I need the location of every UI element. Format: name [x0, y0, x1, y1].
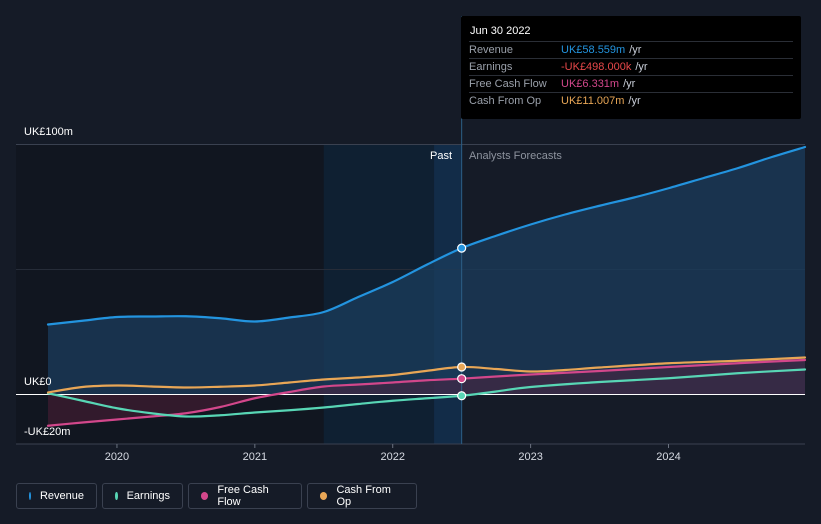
tooltip-value: UK£6.331m/yr [561, 78, 635, 90]
series-line-cash-from-op [46, 356, 807, 394]
legend-label: Cash From Op [336, 484, 391, 508]
tooltip-unit: /yr [635, 61, 648, 73]
series-line-earnings [46, 368, 807, 418]
x-tick-label: 2021 [242, 451, 268, 463]
x-tick-label: 2023 [518, 451, 543, 463]
series-line-free-cash-flow [46, 358, 807, 427]
legend-dot-icon [29, 492, 31, 500]
tooltip: Jun 30 2022 Revenue UK£58.559m/yr Earnin… [461, 16, 801, 119]
x-tick-label: 2020 [104, 451, 130, 463]
marker-cash-from-op [457, 362, 467, 372]
tooltip-row-free-cash-flow: Free Cash Flow UK£6.331m/yr [469, 75, 793, 93]
tooltip-value: UK£11.007m/yr [561, 95, 641, 107]
tooltip-value: UK£58.559m/yr [561, 44, 641, 56]
legend-item-cash-from-op[interactable]: Cash From Op [307, 483, 417, 509]
x-tick-label: 2024 [656, 451, 681, 463]
marker-earnings [457, 391, 467, 401]
tooltip-label: Earnings [469, 61, 513, 73]
legend-dot-icon [320, 492, 328, 500]
tooltip-value-text: UK£58.559m [561, 44, 626, 56]
tooltip-row-earnings: Earnings -UK£498.000k/yr [469, 58, 793, 76]
tooltip-value-text: UK£11.007m [561, 95, 625, 107]
tooltip-date: Jun 30 2022 [470, 25, 531, 37]
tooltip-unit: /yr [629, 44, 642, 56]
forecast-label: Analysts Forecasts [469, 150, 562, 162]
revenue-area [48, 147, 805, 395]
tooltip-label: Free Cash Flow [469, 78, 547, 90]
tooltip-unit: /yr [623, 78, 636, 90]
y-axis-label-zero: UK£0 [24, 376, 52, 388]
legend-dot-icon [201, 492, 209, 500]
tooltip-unit: /yr [628, 95, 641, 107]
tooltip-row-cash-from-op: Cash From Op UK£11.007m/yr [469, 92, 793, 110]
legend-label: Revenue [39, 490, 84, 502]
tooltip-label: Revenue [469, 44, 514, 56]
marker-revenue [457, 243, 467, 253]
y-axis-label-top: UK£100m [24, 126, 73, 138]
past-label: Past [430, 150, 453, 162]
legend: Revenue Earnings Free Cash Flow Cash Fro… [16, 483, 422, 509]
free-cash-flow-area [48, 360, 805, 426]
tooltip-value-text: -UK£498.000k [561, 61, 632, 73]
y-axis-label-bottom: -UK£20m [24, 426, 71, 438]
tooltip-value-text: UK£6.331m [561, 78, 620, 90]
legend-item-earnings[interactable]: Earnings [102, 483, 183, 509]
tooltip-row-revenue: Revenue UK£58.559m/yr [469, 41, 793, 59]
tooltip-value: -UK£498.000k/yr [561, 61, 648, 73]
tooltip-label: Cash From Op [469, 95, 542, 107]
x-tick-label: 2022 [380, 451, 405, 463]
legend-dot-icon [115, 492, 118, 500]
legend-item-free-cash-flow[interactable]: Free Cash Flow [188, 483, 302, 509]
legend-label: Free Cash Flow [217, 484, 269, 508]
marker-free-cash-flow [457, 374, 467, 384]
legend-label: Earnings [126, 490, 170, 502]
series-line-revenue [46, 145, 807, 326]
legend-item-revenue[interactable]: Revenue [16, 483, 97, 509]
